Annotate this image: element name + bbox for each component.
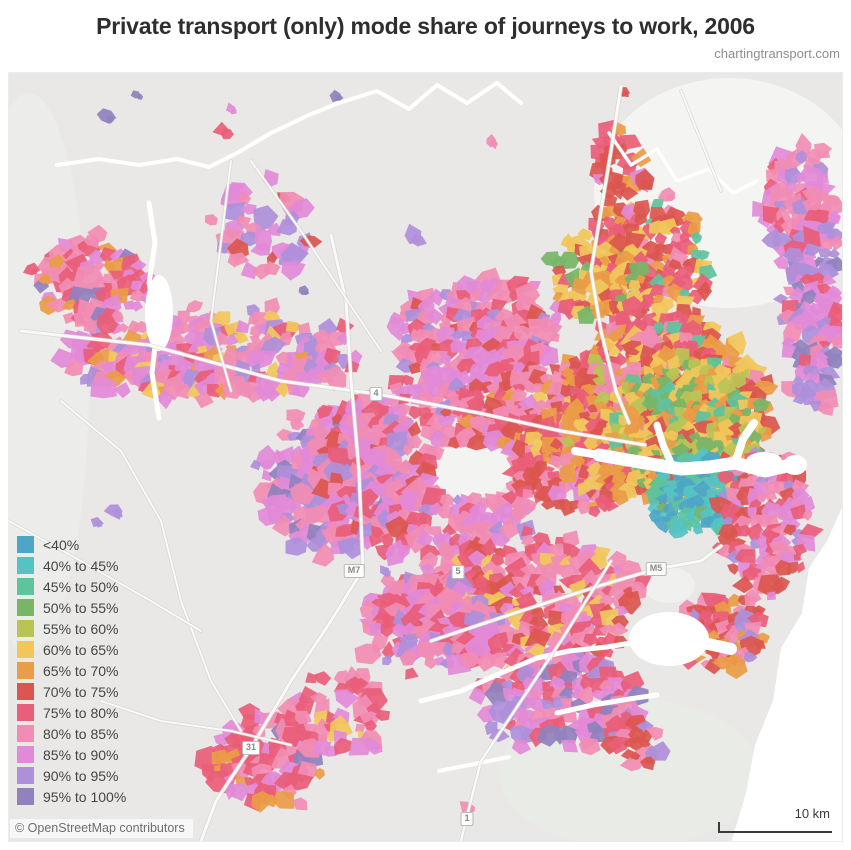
legend-item: 75% to 80%: [17, 702, 126, 723]
legend-item: <40%: [17, 534, 126, 555]
legend-item: 55% to 60%: [17, 618, 126, 639]
road-shield-M7: M7: [343, 564, 365, 578]
site-link[interactable]: chartingtransport.com: [714, 46, 840, 61]
legend-label: 70% to 75%: [43, 683, 119, 700]
legend-item: 65% to 70%: [17, 660, 126, 681]
legend-swatch: [17, 725, 34, 742]
legend-item: 45% to 50%: [17, 576, 126, 597]
road-shield-5: 5: [451, 565, 465, 579]
legend-swatch: [17, 641, 34, 658]
legend-swatch: [17, 662, 34, 679]
road-shield-M5: M5: [645, 562, 667, 576]
road-shield-1: 1: [460, 812, 474, 826]
legend-swatch: [17, 704, 34, 721]
legend-label: <40%: [43, 536, 80, 553]
legend-label: 90% to 95%: [43, 767, 119, 784]
legend-swatch: [17, 746, 34, 763]
legend-item: 60% to 65%: [17, 639, 126, 660]
legend-label: 55% to 60%: [43, 620, 119, 637]
legend-label: 80% to 85%: [43, 725, 119, 742]
legend-label: 85% to 90%: [43, 746, 119, 763]
map-canvas[interactable]: <40% 40% to 45% 45% to 50% 50% to 55% 55…: [8, 72, 843, 842]
scale-bar-label: 10 km: [794, 806, 830, 821]
legend-swatch: [17, 557, 34, 574]
legend-item: 40% to 45%: [17, 555, 126, 576]
legend-item: 85% to 90%: [17, 744, 126, 765]
legend-item: 90% to 95%: [17, 765, 126, 786]
legend-swatch: [17, 788, 34, 805]
legend-label: 95% to 100%: [43, 788, 127, 805]
legend-label: 45% to 50%: [43, 578, 119, 595]
scale-bar-line: [718, 822, 832, 833]
legend-item: 50% to 55%: [17, 597, 126, 618]
road-shield-4: 4: [369, 387, 383, 401]
legend-label: 50% to 55%: [43, 599, 119, 616]
legend-swatch: [17, 683, 34, 700]
scale-bar: 10 km: [718, 806, 832, 833]
legend-label: 75% to 80%: [43, 704, 119, 721]
choropleth-map-svg: [9, 73, 842, 841]
legend-swatch: [17, 767, 34, 784]
legend-item: 80% to 85%: [17, 723, 126, 744]
legend: <40% 40% to 45% 45% to 50% 50% to 55% 55…: [17, 534, 126, 807]
legend-item: 95% to 100%: [17, 786, 126, 807]
legend-swatch: [17, 620, 34, 637]
osm-attribution: © OpenStreetMap contributors: [10, 819, 193, 838]
legend-label: 65% to 70%: [43, 662, 119, 679]
legend-label: 60% to 65%: [43, 641, 119, 658]
legend-swatch: [17, 536, 34, 553]
legend-swatch: [17, 599, 34, 616]
legend-label: 40% to 45%: [43, 557, 119, 574]
legend-item: 70% to 75%: [17, 681, 126, 702]
page-title: Private transport (only) mode share of j…: [96, 13, 755, 39]
legend-swatch: [17, 578, 34, 595]
road-shield-31: 31: [241, 741, 261, 755]
